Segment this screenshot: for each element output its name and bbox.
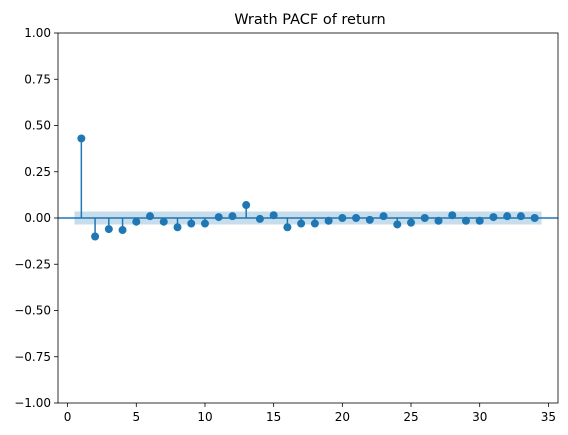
x-tick-label: 20 <box>335 410 350 424</box>
data-point <box>434 216 443 225</box>
data-point <box>118 226 127 235</box>
data-point <box>91 232 100 241</box>
x-tick-label: 5 <box>132 410 140 424</box>
data-point <box>187 219 196 228</box>
y-axis: 1.00 0.75 0.50 0.25 0.00 −0.25 −0.50 −0.75 −1.00 <box>14 26 58 410</box>
x-tick-label: 15 <box>266 410 281 424</box>
data-point <box>503 212 512 221</box>
y-tick-label: 0.50 <box>24 119 51 133</box>
data-point <box>132 217 141 226</box>
chart-title: Wrath PACF of return <box>234 12 386 28</box>
x-tick-label: 25 <box>403 410 418 424</box>
x-tick-label: 35 <box>541 410 556 424</box>
data-point <box>352 214 361 222</box>
data-point <box>324 216 333 225</box>
y-tick-label: −0.75 <box>14 350 51 364</box>
data-point <box>297 219 306 228</box>
data-point <box>338 214 347 222</box>
x-tick-label: 0 <box>64 410 72 424</box>
data-point <box>420 214 429 222</box>
y-tick-label: 0.75 <box>24 72 51 86</box>
data-point <box>146 212 155 221</box>
data-point <box>379 212 388 221</box>
data-point <box>159 217 168 226</box>
data-point <box>255 214 264 223</box>
data-point <box>269 211 278 220</box>
data-point <box>310 219 319 228</box>
y-tick-label: 0.25 <box>24 165 51 179</box>
y-tick-label: 1.00 <box>24 26 51 40</box>
y-tick-label: 0.00 <box>24 211 51 225</box>
data-point <box>489 213 498 222</box>
data-point <box>173 223 182 232</box>
y-tick-label: −0.25 <box>14 257 51 271</box>
data-point <box>407 218 416 227</box>
data-point <box>200 219 209 228</box>
x-tick-label: 30 <box>472 410 487 424</box>
x-tick-label: 10 <box>197 410 212 424</box>
data-point <box>242 201 251 210</box>
data-point <box>283 223 292 232</box>
data-point <box>214 213 223 222</box>
data-point <box>228 212 237 221</box>
data-point <box>365 215 374 224</box>
data-point <box>448 211 457 220</box>
x-axis: 0 5 10 15 20 25 30 35 <box>64 403 556 424</box>
data-point <box>461 216 470 225</box>
data-point <box>393 220 402 229</box>
data-point <box>516 212 525 221</box>
data-point <box>530 214 539 222</box>
data-point <box>475 216 484 225</box>
y-tick-label: −0.50 <box>14 304 51 318</box>
data-point <box>104 225 113 234</box>
data-point <box>77 134 86 143</box>
marker-layer <box>77 134 539 241</box>
y-tick-label: −1.00 <box>14 396 51 410</box>
